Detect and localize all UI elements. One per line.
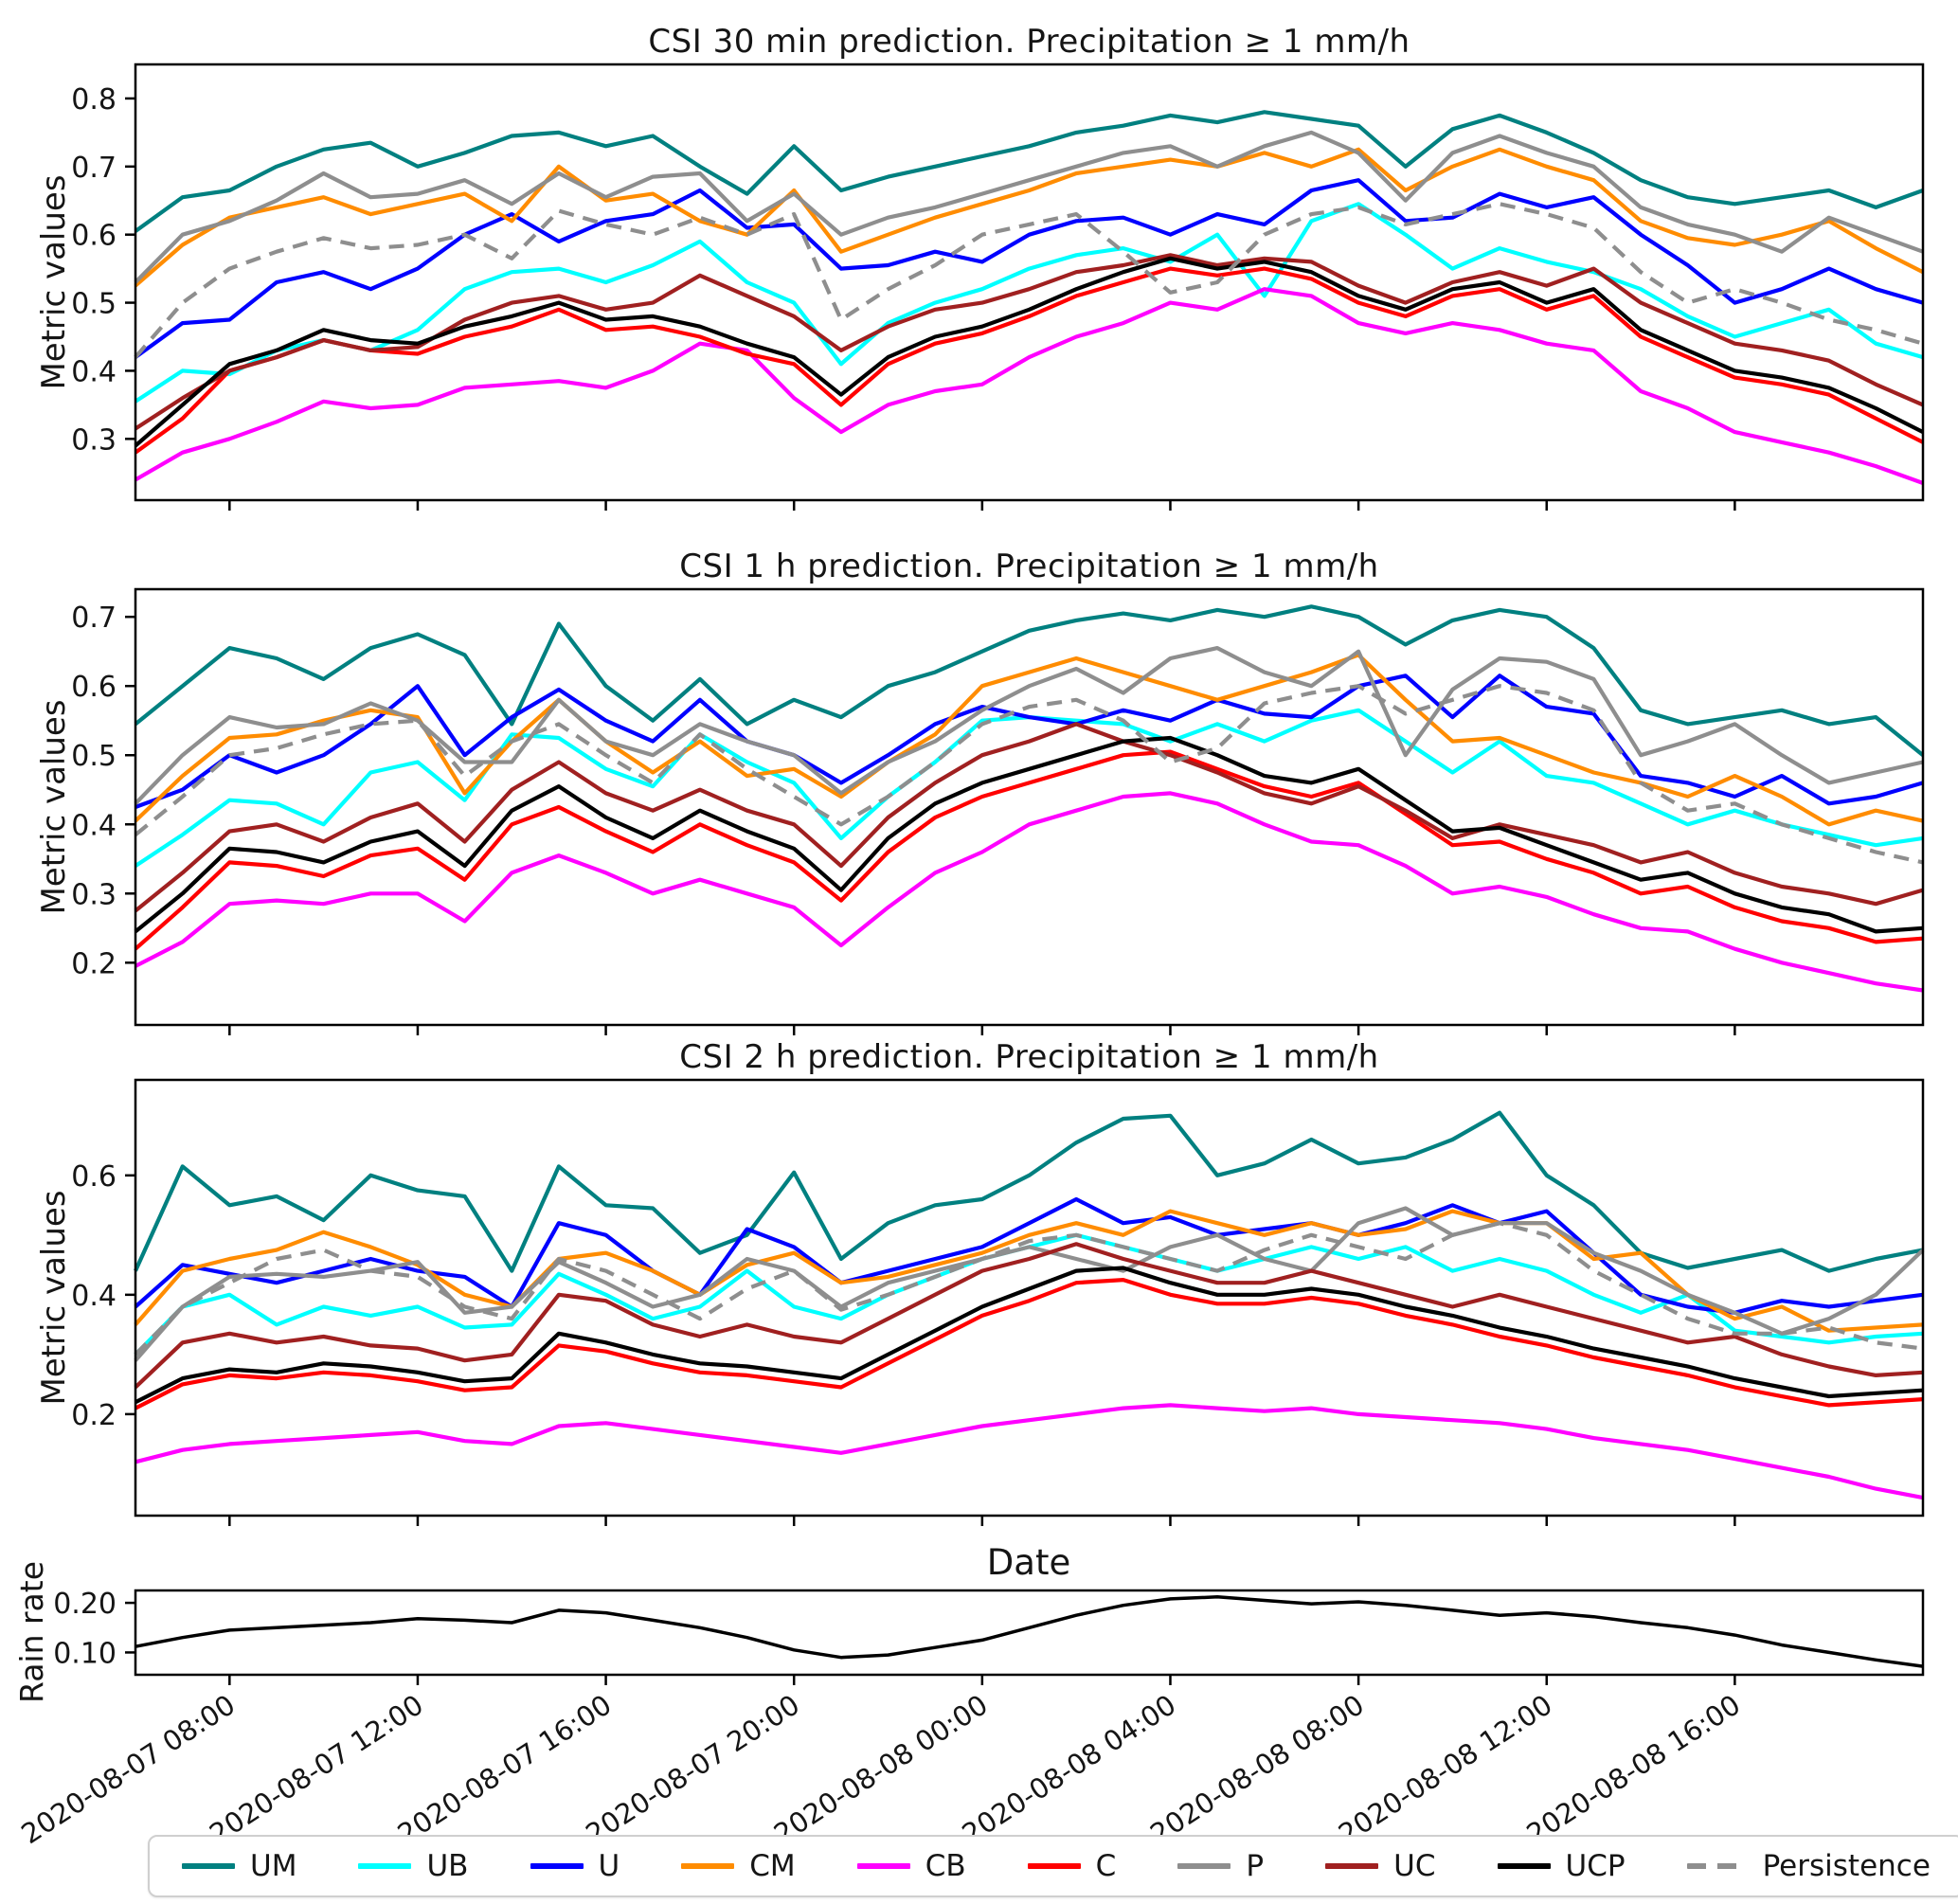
y-tick-label: 0.20 <box>53 1588 117 1621</box>
y-tick-label: 0.10 <box>53 1637 117 1670</box>
series-line-persistence <box>134 1221 1924 1356</box>
rain-ylabel: Rain rate <box>13 1560 50 1704</box>
y-tick-label: 0.4 <box>71 809 117 842</box>
panel3-title: CSI 2 h prediction. Precipitation ≥ 1 mm… <box>679 1038 1379 1076</box>
series-line-cb <box>135 791 1924 993</box>
legend-item-p: P <box>1177 1849 1264 1883</box>
y-tick-label: 0.6 <box>71 220 117 253</box>
legend-item-ub: UB <box>358 1849 468 1883</box>
y-tick-label: 0.4 <box>71 355 117 388</box>
series-line-cm <box>134 147 1924 288</box>
legend-swatch-uc <box>1325 1863 1379 1869</box>
y-tick-label: 0.2 <box>71 947 117 980</box>
series-line-p <box>134 1206 1925 1362</box>
y-tick-label: 0.4 <box>71 1280 117 1313</box>
y-tick-label: 0.2 <box>71 1399 117 1432</box>
legend-label-cm: CM <box>749 1849 796 1883</box>
y-tick-label: 0.3 <box>71 423 117 457</box>
series-line-ub <box>134 1232 1924 1356</box>
panel-2-border <box>134 587 1925 1027</box>
series-line-cb <box>134 287 1924 485</box>
legend-swatch-u <box>530 1863 584 1869</box>
legend-label-um: UM <box>250 1849 297 1883</box>
legend-swatch-ub <box>358 1863 412 1869</box>
series-line-p <box>134 645 1924 805</box>
panel2-title: CSI 1 h prediction. Precipitation ≥ 1 mm… <box>679 548 1379 585</box>
series-line-um <box>134 110 1924 233</box>
legend-swatch-cm <box>681 1863 735 1869</box>
y-tick-label: 0.5 <box>71 288 117 321</box>
legend-swatch-ucp <box>1497 1863 1551 1869</box>
series-line-c <box>134 266 1924 455</box>
legend-item-um: UM <box>182 1849 296 1883</box>
series-line-persistence <box>134 684 1924 865</box>
series-line-c <box>135 1277 1924 1410</box>
series-line-c <box>134 749 1924 951</box>
legend-label-u: U <box>598 1849 620 1883</box>
panel1-ylabel: Metric values <box>35 174 73 390</box>
y-tick-label: 0.7 <box>71 602 117 635</box>
legend-swatch-p <box>1177 1863 1231 1869</box>
series-line-persistence <box>134 202 1924 359</box>
y-tick-label: 0.6 <box>71 1160 117 1194</box>
legend-swatch-persistence <box>1686 1863 1748 1869</box>
legend-label-ub: UB <box>426 1849 469 1883</box>
series-line-ucp <box>134 256 1924 448</box>
legend-label-cb: CB <box>925 1849 966 1883</box>
y-tick-label: 0.5 <box>71 740 117 773</box>
series-line-u <box>134 178 1924 359</box>
panel-3-border <box>134 1078 1925 1518</box>
legend-item-uc: UC <box>1325 1849 1435 1883</box>
series-line-p <box>134 130 1924 284</box>
legend: UM UB U CM CB C P UC UCP Persistence <box>148 1835 1958 1897</box>
y-tick-label: 0.7 <box>71 152 117 185</box>
series-line-cb <box>135 1403 1924 1500</box>
legend-swatch-c <box>1027 1863 1081 1869</box>
panel3-ylabel: Metric values <box>35 1190 73 1406</box>
series-line-ub <box>134 202 1924 404</box>
series-line-ucp <box>134 735 1924 934</box>
legend-item-persistence: Persistence <box>1686 1849 1931 1883</box>
legend-label-ucp: UCP <box>1565 1849 1626 1883</box>
y-tick-label: 0.3 <box>71 878 117 911</box>
panel2-ylabel: Metric values <box>35 699 73 915</box>
legend-swatch-um <box>182 1863 235 1869</box>
series-line-um <box>134 1110 1924 1273</box>
legend-label-p: P <box>1246 1849 1265 1883</box>
legend-label-uc: UC <box>1393 1849 1436 1883</box>
y-tick-label: 0.8 <box>71 83 117 117</box>
series-line-cm <box>134 653 1924 827</box>
series-line-cm <box>134 1209 1924 1333</box>
series-line-ucp <box>135 1266 1924 1405</box>
legend-item-ucp: UCP <box>1497 1849 1626 1883</box>
legend-swatch-cb <box>856 1863 910 1869</box>
panel-4-border <box>134 1589 1925 1677</box>
series-line-u <box>135 674 1924 809</box>
series-line-rain rate <box>135 1595 1924 1668</box>
legend-item-cb: CB <box>856 1849 966 1883</box>
panel-1-border <box>134 63 1925 502</box>
legend-item-c: C <box>1027 1849 1117 1883</box>
legend-item-u: U <box>530 1849 620 1883</box>
y-tick-label: 0.6 <box>71 671 117 704</box>
series-line-um <box>134 604 1925 757</box>
x-axis-label-date: Date <box>986 1542 1071 1583</box>
panel1-title: CSI 30 min prediction. Precipitation ≥ 1… <box>648 23 1410 61</box>
legend-label-persistence: Persistence <box>1762 1849 1931 1883</box>
legend-item-cm: CM <box>681 1849 796 1883</box>
series-line-uc <box>134 1242 1924 1390</box>
legend-label-c: C <box>1095 1849 1117 1883</box>
series-line-uc <box>134 722 1924 913</box>
